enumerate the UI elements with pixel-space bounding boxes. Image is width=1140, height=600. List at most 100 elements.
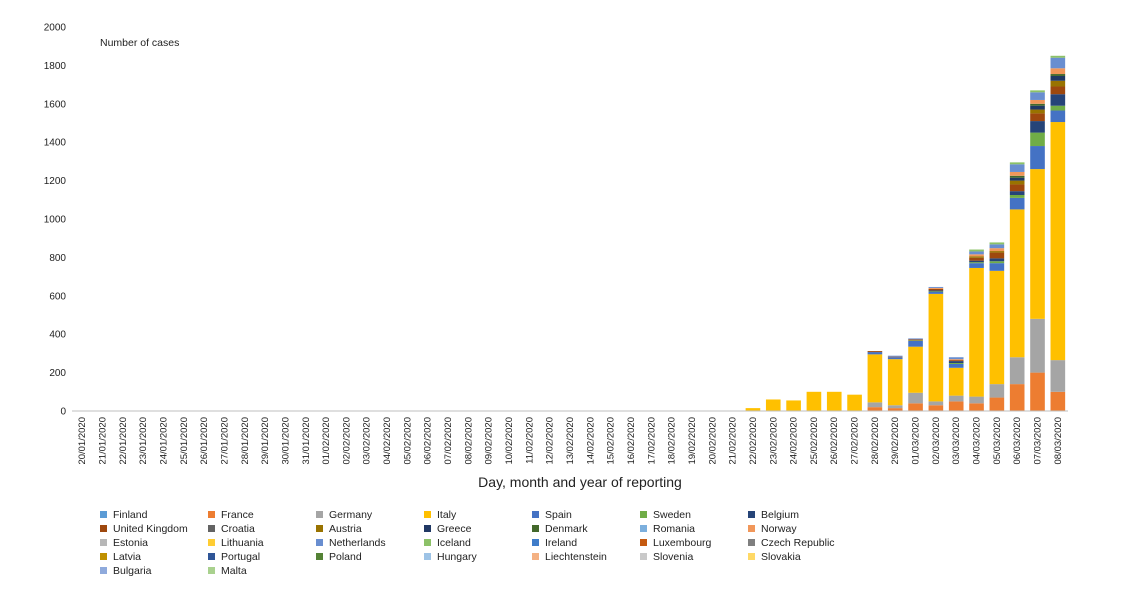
- bar-segment: [948, 363, 964, 368]
- legend-item: Lithuania: [208, 536, 312, 549]
- legend: Finland France Germany Italy Spain Sweden Belg…: [100, 508, 960, 577]
- bar-segment: [908, 338, 923, 340]
- legend-label: Liechtenstein: [545, 550, 607, 563]
- x-tick-label: 25/01/2020: [179, 417, 190, 465]
- x-tick-label: 31/01/2020: [301, 417, 312, 465]
- x-tick-label: 08/03/2020: [1053, 417, 1064, 465]
- bar-segment: [928, 401, 944, 406]
- bar-segment: [969, 260, 984, 263]
- x-tick-label: 05/02/2020: [402, 417, 413, 465]
- bar-segment: [948, 359, 964, 361]
- legend-swatch: [100, 511, 107, 518]
- bar-segment: [928, 291, 944, 292]
- legend-label: Norway: [761, 522, 797, 535]
- y-tick-label: 400: [49, 330, 66, 341]
- legend-item: Liechtenstein: [532, 550, 636, 563]
- bar-segment: [1009, 180, 1025, 185]
- stacked-bar-chart: 0 200 400 600 800 1000 1200 1400 1600 1800 2000 20…: [44, 23, 1068, 490]
- x-tick-label: 20/02/2020: [707, 417, 718, 465]
- y-tick-label: 2000: [44, 23, 67, 34]
- x-tick-label: 23/01/2020: [138, 417, 149, 465]
- bar-segment: [847, 394, 862, 411]
- legend-item: Slovenia: [640, 550, 744, 563]
- bar-segment: [1050, 105, 1066, 111]
- bar-segment: [908, 392, 923, 404]
- bar-segment: [1050, 57, 1066, 69]
- legend-swatch: [424, 553, 431, 560]
- legend-item: Romania: [640, 522, 744, 535]
- legend-label: Estonia: [113, 536, 149, 549]
- x-tick-label: 06/02/2020: [423, 417, 434, 465]
- bar-segment: [867, 351, 883, 353]
- bar-segment: [1030, 103, 1045, 106]
- bar-segment: [1050, 86, 1066, 95]
- legend-label: Sweden: [653, 508, 691, 521]
- x-tick-label: 22/01/2020: [118, 417, 129, 465]
- x-tick-label: 29/02/2020: [890, 417, 901, 465]
- legend-label: Denmark: [545, 522, 588, 535]
- bar-segment: [1030, 169, 1045, 319]
- bar-segment: [969, 263, 984, 268]
- legend-swatch: [100, 525, 107, 532]
- bar-segment: [908, 346, 923, 393]
- legend-item: Iceland: [424, 536, 528, 549]
- legend-item: Spain: [532, 508, 636, 521]
- x-tick-label: 03/03/2020: [951, 417, 962, 465]
- x-tick-label: 13/02/2020: [565, 417, 576, 465]
- bar-segment: [887, 408, 903, 411]
- bar-segment: [989, 397, 1005, 411]
- bar-segment: [969, 262, 984, 264]
- legend-label: Croatia: [221, 522, 255, 535]
- bar-segment: [969, 251, 984, 255]
- bar-segment: [989, 263, 1005, 271]
- x-tick-label: 28/01/2020: [240, 417, 251, 465]
- legend-swatch: [316, 553, 323, 560]
- bar-segment: [1030, 113, 1045, 122]
- y-tick-label: 1200: [44, 176, 67, 187]
- x-tick-label: 11/02/2020: [524, 417, 535, 464]
- x-tick-label: 06/03/2020: [1012, 417, 1023, 465]
- bar-segment: [989, 251, 1005, 253]
- legend-item: Latvia: [100, 550, 204, 563]
- legend-label: Lithuania: [221, 536, 264, 549]
- legend-label: Czech Republic: [761, 536, 835, 549]
- legend-item: Bulgaria: [100, 564, 204, 577]
- legend-swatch: [748, 511, 755, 518]
- bar-segment: [1050, 75, 1066, 81]
- legend-swatch: [640, 525, 647, 532]
- bar-segment: [1030, 105, 1045, 110]
- bar-segment: [1030, 99, 1045, 104]
- legend-swatch: [748, 553, 755, 560]
- legend-swatch: [424, 511, 431, 518]
- legend-swatch: [208, 511, 215, 518]
- legend-label: Luxembourg: [653, 536, 712, 549]
- legend-item: United Kingdom: [100, 522, 204, 535]
- bar-segment: [1009, 175, 1025, 178]
- x-axis: 20/01/2020 21/01/2020 22/01/2020 23/01/2020…: [72, 410, 1068, 465]
- bar-segment: [989, 248, 1005, 252]
- x-tick-label: 15/02/2020: [606, 417, 617, 465]
- bar-segment: [1009, 209, 1025, 358]
- bar-segment: [908, 340, 923, 347]
- bar-segment: [989, 252, 1005, 259]
- x-tick-label: 03/02/2020: [362, 417, 373, 465]
- bar-segment: [928, 288, 944, 291]
- y-tick-label: 200: [49, 368, 66, 379]
- x-tick-label: 04/03/2020: [972, 417, 983, 465]
- legend-label: United Kingdom: [113, 522, 188, 535]
- legend-label: France: [221, 508, 254, 521]
- bar-segment: [1030, 146, 1045, 170]
- x-tick-label: 08/02/2020: [463, 417, 474, 465]
- bar-segment: [969, 267, 984, 397]
- bar-segment: [867, 402, 883, 408]
- x-tick-label: 26/02/2020: [829, 417, 840, 465]
- legend-swatch: [640, 539, 647, 546]
- bar-segment: [887, 405, 903, 409]
- legend-label: Germany: [329, 508, 373, 521]
- x-tick-label: 04/02/2020: [382, 417, 393, 465]
- bar-segment: [1030, 372, 1045, 411]
- legend-item: Luxembourg: [640, 536, 744, 549]
- bar-segment: [1050, 55, 1066, 58]
- bar-segment: [1030, 109, 1045, 114]
- x-tick-label: 02/03/2020: [931, 417, 942, 465]
